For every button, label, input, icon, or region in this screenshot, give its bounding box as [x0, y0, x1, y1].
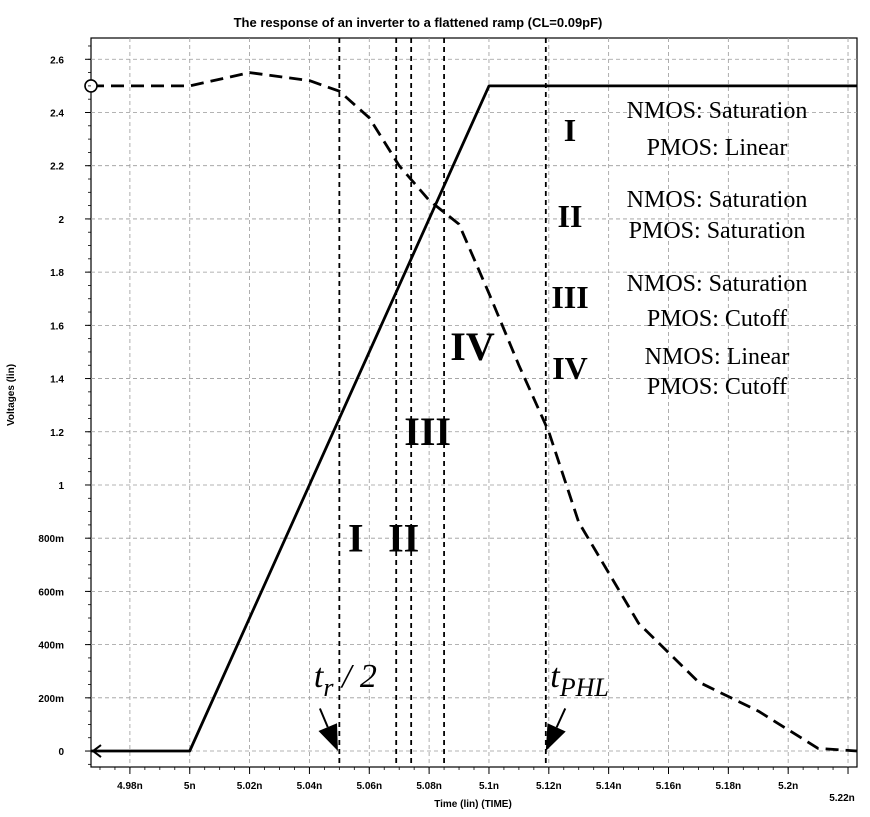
annotation-arrow-shaft [318, 708, 329, 728]
x-axis-label: Time (lin) (TIME) [434, 799, 512, 810]
annotation-main: t [314, 658, 325, 695]
x-tick-label: 5n [184, 781, 196, 792]
legend-pmos-state: PMOS: Cutoff [647, 306, 787, 332]
annotation-label: tPHL [550, 658, 609, 702]
region-label: III [404, 409, 451, 454]
legend-region-label: III [551, 279, 588, 315]
y-tick-label: 2 [58, 215, 64, 226]
x-tick-label: 5.2n [778, 781, 798, 792]
annotation-tail: / 2 [333, 658, 376, 695]
x-tick-label: 5.04n [297, 781, 323, 792]
y-tick-label: 2.4 [50, 108, 64, 119]
y-axis-label: Voltages (lin) [6, 364, 17, 426]
annotation-subscript: r [323, 673, 334, 702]
y-tick-label: 1.8 [50, 268, 64, 279]
x-tick-label: 5.08n [416, 781, 442, 792]
legend-region-label: II [558, 198, 583, 234]
input-ramp-line [91, 84, 857, 753]
y-tick-label: 2.2 [50, 162, 64, 173]
legend-pmos-state: PMOS: Saturation [629, 218, 806, 244]
y-tick-label: 200m [38, 694, 64, 705]
y-tick-label: 600m [38, 587, 64, 598]
y-tick-label: 1 [58, 481, 64, 492]
input-marker [91, 744, 102, 758]
legend-pmos-state: PMOS: Linear [647, 135, 788, 161]
region-label: I [348, 515, 364, 560]
y-tick-label: 1.2 [50, 428, 64, 439]
legend-nmos-state: NMOS: Saturation [627, 187, 808, 213]
legend-nmos-state: NMOS: Saturation [627, 271, 808, 297]
x-tick-label: 5.1n [479, 781, 499, 792]
y-tick-label: 2.6 [50, 55, 64, 66]
output-voltage-line [91, 71, 858, 753]
x-tick-label: 5.22n [829, 793, 855, 804]
x-tick-label: 5.16n [656, 781, 682, 792]
x-tick-label: 5.14n [596, 781, 622, 792]
annotation-arrow-head [318, 723, 338, 751]
x-tick-label: 5.06n [356, 781, 382, 792]
y-tick-label: 400m [38, 641, 64, 652]
y-tick-label: 1.4 [50, 375, 64, 386]
annotation-arrow-shaft [555, 708, 567, 728]
x-tick-label: 4.98n [117, 781, 143, 792]
legend-nmos-state: NMOS: Linear [645, 344, 790, 370]
y-tick-label: 800m [38, 534, 64, 545]
legend-pmos-state: PMOS: Cutoff [647, 374, 787, 400]
legend-region-label: IV [552, 350, 588, 386]
region-label: II [388, 515, 419, 560]
y-tick-label: 0 [58, 747, 64, 758]
annotation-label: tr / 2 [314, 658, 377, 702]
x-tick-label: 5.12n [536, 781, 562, 792]
x-tick-label: 5.02n [237, 781, 263, 792]
annotation-main: t [550, 658, 561, 695]
y-tick-label: 1.6 [50, 321, 64, 332]
annotation-subscript: PHL [559, 673, 609, 702]
legend-region-label: I [564, 112, 576, 148]
annotation-arrow-head [545, 723, 566, 751]
region-label: IV [450, 324, 495, 369]
chart-title: The response of an inverter to a flatten… [234, 15, 603, 30]
legend-nmos-state: NMOS: Saturation [627, 98, 808, 124]
x-tick-label: 5.18n [716, 781, 742, 792]
